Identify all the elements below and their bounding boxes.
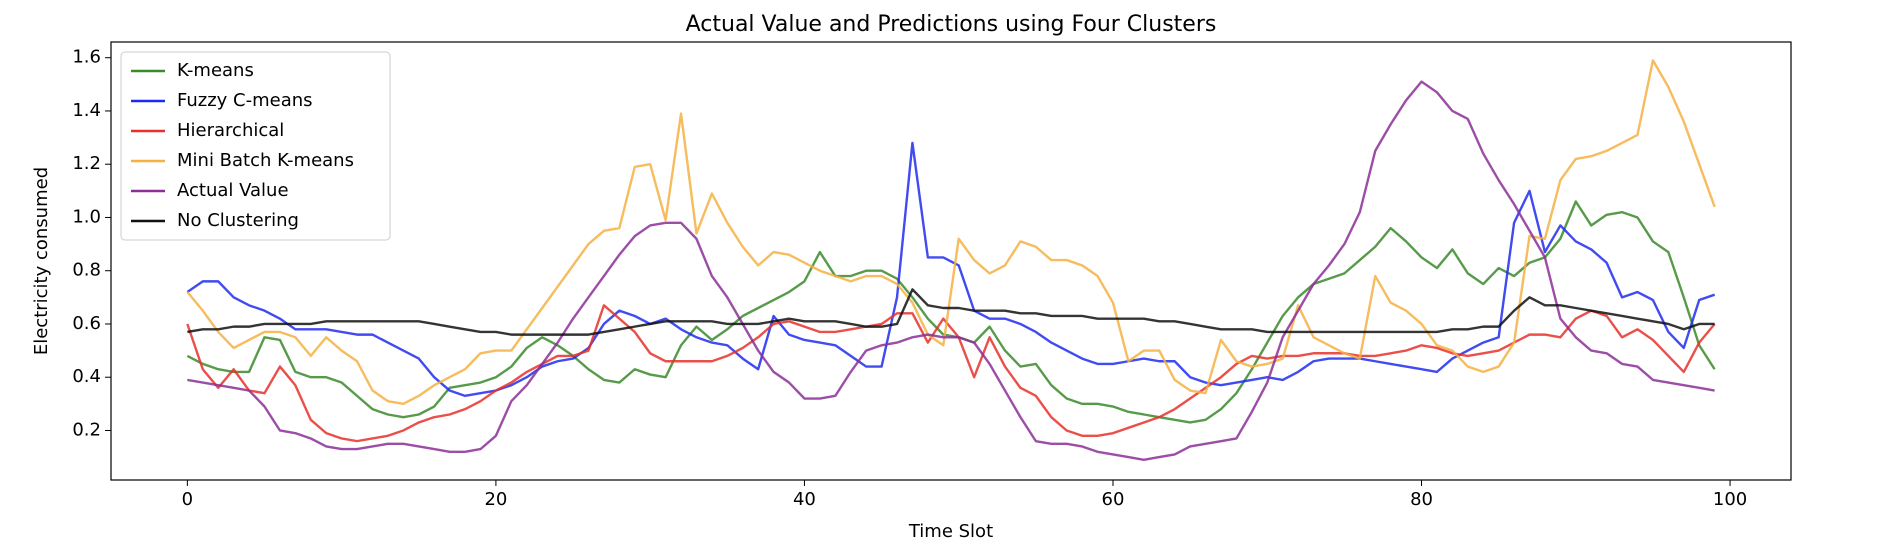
legend-label: No Clustering <box>177 210 299 231</box>
y-axis-label: Electricity consumed <box>31 167 52 355</box>
x-tick-label: 40 <box>793 489 816 510</box>
legend-label: Mini Batch K-means <box>177 150 354 171</box>
y-tick-label: 1.2 <box>72 153 101 174</box>
legend-box <box>120 51 391 241</box>
legend-label: Fuzzy C-means <box>177 90 313 111</box>
y-tick-label: 1.6 <box>72 47 101 68</box>
legend-label: Hierarchical <box>177 120 284 141</box>
x-tick-label: 80 <box>1410 489 1433 510</box>
x-tick-label: 100 <box>1713 489 1747 510</box>
y-tick-label: 0.4 <box>72 366 101 387</box>
x-tick-label: 20 <box>484 489 507 510</box>
plot-frame <box>110 41 1792 481</box>
series-line <box>187 288 1715 336</box>
y-tick-label: 0.6 <box>72 313 101 334</box>
series-line <box>186 141 1716 398</box>
x-axis-label: Time Slot <box>908 521 993 542</box>
y-tick-label: 0.2 <box>72 419 101 440</box>
x-tick-label: 0 <box>182 489 193 510</box>
y-tick-label: 1.0 <box>72 206 101 227</box>
series-line <box>186 59 1716 406</box>
legend-label: Actual Value <box>177 180 289 201</box>
legend-label: K-means <box>177 60 254 81</box>
chart-title: Actual Value and Predictions using Four … <box>686 12 1217 37</box>
y-tick-label: 0.8 <box>72 260 101 281</box>
series-line <box>186 200 1716 424</box>
series-line <box>186 304 1716 443</box>
x-tick-label: 60 <box>1102 489 1125 510</box>
series-line <box>187 80 1715 461</box>
y-tick-label: 1.4 <box>72 100 101 121</box>
